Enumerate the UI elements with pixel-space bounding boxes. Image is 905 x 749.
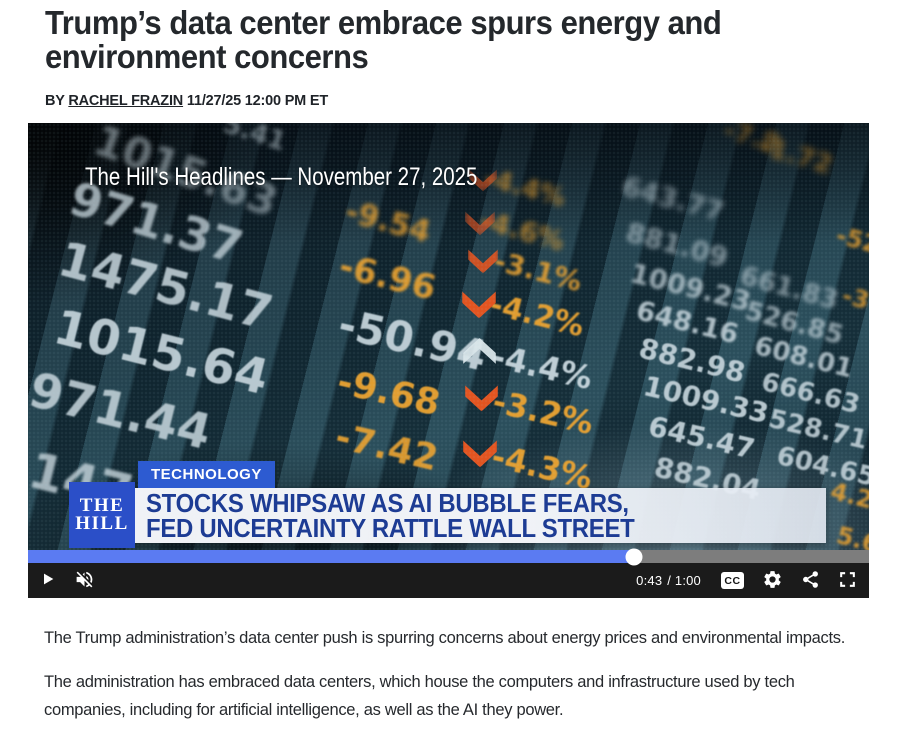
- mute-button[interactable]: [74, 569, 95, 593]
- page-title: Trump’s data center embrace spurs energy…: [45, 4, 722, 75]
- author-link[interactable]: RACHEL FRAZIN: [68, 93, 184, 110]
- paragraph: The Trump administration’s data center p…: [44, 629, 845, 648]
- logo-line: HILL: [75, 513, 129, 535]
- progress-fill: [28, 550, 634, 564]
- cc-icon: CC: [721, 572, 744, 590]
- cc-button[interactable]: CC: [721, 572, 744, 590]
- article-body: The Trump administration’s data center p…: [44, 624, 850, 724]
- ticker-value: -9.54: [341, 194, 435, 251]
- share-button[interactable]: [801, 570, 820, 592]
- duration: / 1:00: [667, 573, 701, 589]
- ticker-value: -3: [839, 281, 869, 316]
- play-icon: [40, 571, 56, 590]
- video-player: 1015.635.41971.371475.171015.64971.44147…: [28, 123, 869, 599]
- ticker-value: 5.41: [219, 123, 290, 158]
- lower-third-banner: STOCKS WHIPSAW AS AI BUBBLE FEARS, FED U…: [128, 488, 826, 544]
- category-tab: TECHNOLOGY: [138, 461, 275, 489]
- ticker-value: -1.72: [755, 131, 836, 181]
- ticker-value: 5.69: [833, 521, 869, 551]
- byline-prefix: BY: [45, 93, 65, 110]
- timestamp: 11/27/25 12:00 PM ET: [186, 93, 329, 110]
- progress-handle[interactable]: [625, 548, 643, 566]
- ticker-value: -4.6%: [476, 205, 568, 258]
- current-time: 0:43: [636, 573, 663, 589]
- ticker-value: 4.23: [827, 477, 869, 519]
- banner-headline-line: FED UNCERTAINTY RATTLE WALL STREET: [146, 513, 635, 544]
- ticker-value: -7.42: [331, 416, 442, 480]
- fullscreen-icon: [838, 570, 857, 592]
- muted-volume-icon: [74, 569, 95, 593]
- ticker-value: -9.68: [333, 361, 444, 425]
- fullscreen-button[interactable]: [838, 570, 857, 592]
- time-display: 0:43 / 1:00: [636, 573, 701, 588]
- ticker-value: -4.3%: [488, 437, 597, 498]
- paragraph: The administration has embraced data cen…: [44, 673, 795, 720]
- ticker-value: -6.96: [335, 246, 440, 309]
- the-hill-logo: THE HILL: [69, 482, 135, 549]
- video-controls: 0:43 / 1:00 CC: [28, 563, 869, 599]
- video-overlay-title: The Hill's Headlines — November 27, 2025: [85, 163, 478, 192]
- ticker-value: -52: [833, 221, 869, 260]
- video-screen[interactable]: 1015.635.41971.371475.171015.64971.44147…: [28, 123, 869, 551]
- byline: BY RACHEL FRAZIN 11/27/25 12:00 PM ET: [45, 93, 905, 109]
- share-icon: [801, 570, 820, 592]
- logo-line: THE: [79, 495, 125, 517]
- progress-bar[interactable]: [28, 548, 869, 566]
- settings-gear-icon: [762, 569, 783, 593]
- settings-button[interactable]: [762, 569, 783, 593]
- play-button[interactable]: [40, 571, 56, 590]
- ticker-value: -4.2%: [486, 287, 588, 345]
- banner-headline-line: STOCKS WHIPSAW AS AI BUBBLE FEARS,: [146, 488, 629, 519]
